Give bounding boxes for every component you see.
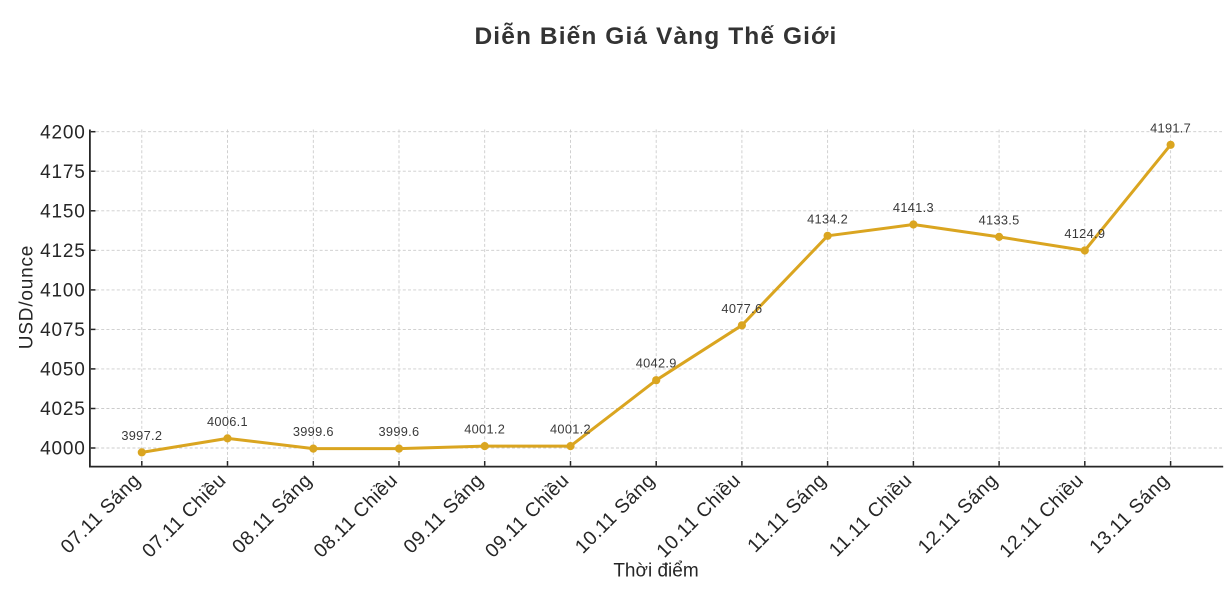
svg-text:4150: 4150 <box>40 201 85 222</box>
svg-text:4006.1: 4006.1 <box>207 414 248 429</box>
svg-text:4134.2: 4134.2 <box>807 211 848 226</box>
svg-text:4141.3: 4141.3 <box>893 200 934 215</box>
svg-text:4124.9: 4124.9 <box>1064 226 1105 241</box>
svg-text:4001.2: 4001.2 <box>550 422 591 437</box>
svg-text:4025: 4025 <box>40 399 85 420</box>
svg-text:3999.6: 3999.6 <box>293 424 334 439</box>
svg-text:Diễn Biến Giá Vàng Thế Giới: Diễn Biến Giá Vàng Thế Giới <box>475 22 838 50</box>
svg-text:4001.2: 4001.2 <box>464 422 505 437</box>
svg-text:4000: 4000 <box>40 439 85 460</box>
svg-text:4133.5: 4133.5 <box>979 212 1020 227</box>
svg-text:4050: 4050 <box>40 360 85 381</box>
svg-text:3999.6: 3999.6 <box>379 424 420 439</box>
svg-text:USD/ounce: USD/ounce <box>17 245 38 349</box>
svg-text:3997.2: 3997.2 <box>121 428 162 443</box>
svg-text:4175: 4175 <box>40 162 85 183</box>
svg-text:4077.6: 4077.6 <box>721 301 762 316</box>
svg-text:4075: 4075 <box>40 320 85 341</box>
svg-text:4125: 4125 <box>40 241 85 262</box>
svg-text:4200: 4200 <box>40 122 85 143</box>
svg-text:4191.7: 4191.7 <box>1150 120 1191 135</box>
svg-text:4100: 4100 <box>40 281 85 302</box>
svg-text:4042.9: 4042.9 <box>636 356 677 371</box>
svg-text:Thời điểm: Thời điểm <box>613 561 698 582</box>
